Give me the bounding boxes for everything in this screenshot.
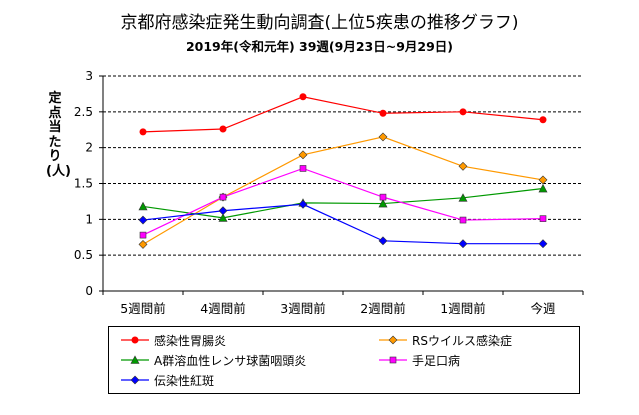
y-tick-label: 0: [85, 284, 93, 298]
data-point: [459, 216, 467, 224]
x-tick-label: 1週間前: [440, 301, 485, 316]
data-point: [378, 132, 388, 142]
data-point: [379, 109, 387, 117]
legend-marker: [388, 335, 398, 345]
legend-marker: [389, 356, 397, 364]
data-point: [218, 206, 228, 216]
data-point: [539, 116, 547, 124]
y-tick-label: 2: [85, 141, 93, 155]
chart-subtitle: 2019年(令和元年) 39週(9月23日~9月29日): [185, 39, 454, 54]
data-point: [539, 215, 547, 222]
series-line: [142, 187, 544, 219]
legend-swatch: [121, 336, 149, 344]
data-point: [218, 213, 228, 222]
data-point: [378, 198, 388, 208]
series-4: [139, 165, 547, 239]
legend-label: RSウイルス感染症: [412, 333, 512, 348]
data-point: [219, 125, 227, 133]
chart-title: 京都府感染症発生動向調査(上位5疾患の推移グラフ): [120, 13, 519, 33]
legend-item: A群溶血性レンサ球菌咽頭炎: [119, 351, 306, 369]
series-2: [138, 132, 548, 249]
series-3: [138, 183, 548, 222]
x-tick-label: 4週間前: [200, 301, 245, 316]
series-1: [139, 93, 547, 136]
legend-label: A群溶血性レンサ球菌咽頭炎: [154, 353, 307, 368]
legend-item: 感染性胃腸炎: [119, 331, 226, 349]
legend-marker: [130, 355, 140, 364]
x-tick-label: 今週: [530, 301, 556, 316]
data-point: [299, 165, 307, 172]
data-point: [379, 193, 387, 201]
x-tick-label: 2週間前: [360, 301, 405, 316]
legend-marker: [130, 375, 140, 385]
y-tick-label: 3: [85, 69, 93, 83]
data-point: [538, 183, 548, 193]
y-tick-label: 1: [85, 212, 93, 226]
legend-swatch: [379, 356, 407, 364]
legend-label: 伝染性紅斑: [154, 373, 215, 388]
legend-label: 手足口病: [412, 353, 461, 368]
data-point: [538, 239, 548, 249]
legend-swatch: [121, 375, 149, 385]
y-axis-title: 定点当たり(人): [46, 91, 71, 179]
data-point: [299, 93, 307, 101]
legend-marker: [131, 336, 139, 344]
x-tick-label: 5週間前: [120, 301, 165, 316]
series-5: [138, 199, 548, 249]
data-point: [458, 239, 468, 249]
series-line: [142, 96, 544, 133]
legend-swatch: [121, 355, 149, 364]
legend-label: 感染性胃腸炎: [154, 333, 227, 348]
y-tick-label: 0.5: [74, 248, 93, 262]
data-point: [538, 175, 548, 185]
data-point: [298, 150, 308, 160]
legend-item: RSウイルス感染症: [377, 331, 512, 349]
chart-legend: 感染性胃腸炎 RSウイルス感染症 A群溶血性レンサ球菌咽頭炎 手足口病伝染性紅斑: [108, 326, 580, 394]
data-point: [378, 236, 388, 246]
series-line: [142, 167, 544, 236]
legend-swatch: [379, 335, 407, 345]
legend-item: 伝染性紅斑: [119, 371, 214, 389]
data-point: [219, 193, 227, 201]
data-point: [138, 239, 148, 249]
y-tick-label: 1.5: [74, 177, 93, 191]
data-point: [139, 128, 147, 136]
data-point: [459, 108, 467, 116]
data-point: [458, 161, 468, 171]
x-tick-label: 3週間前: [280, 301, 325, 316]
data-point: [138, 201, 148, 211]
series-line: [142, 136, 544, 245]
legend-item: 手足口病: [377, 351, 460, 369]
series-line: [142, 203, 543, 245]
data-point: [138, 215, 148, 225]
y-tick-label: 2.5: [74, 105, 93, 119]
data-point: [458, 193, 468, 202]
data-point: [298, 199, 308, 209]
data-point: [139, 231, 147, 239]
